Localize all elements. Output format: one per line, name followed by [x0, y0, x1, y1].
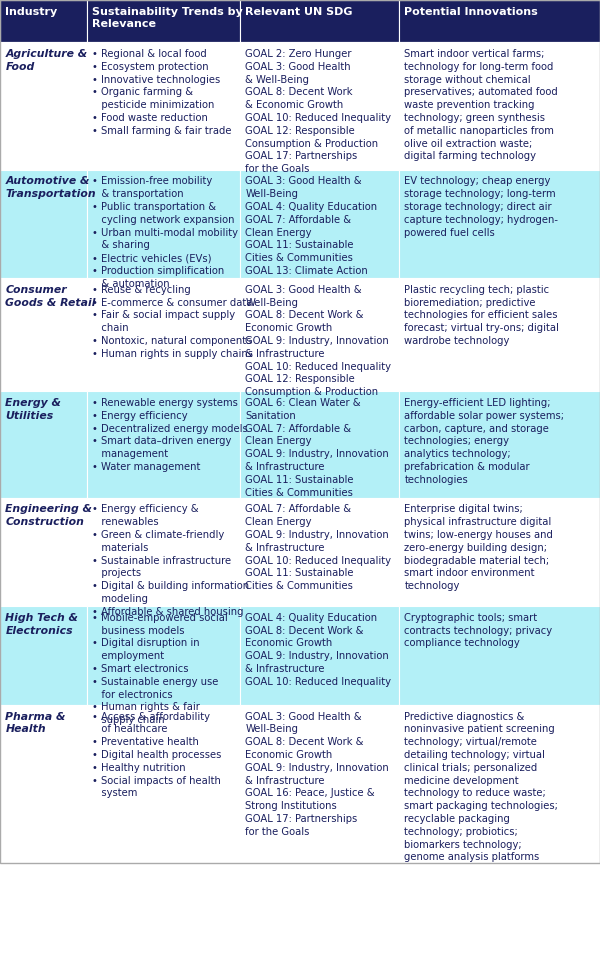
Text: GOAL 3: Good Health &
Well-Being
GOAL 8: Decent Work &
Economic Growth
GOAL 9: I: GOAL 3: Good Health & Well-Being GOAL 8:… — [245, 285, 391, 397]
Bar — [87, 705, 240, 863]
Bar — [399, 391, 600, 498]
Text: Potential Innovations: Potential Innovations — [404, 7, 538, 16]
Bar — [240, 391, 399, 498]
Bar — [0, 278, 87, 391]
Text: Agriculture &
Food: Agriculture & Food — [5, 49, 88, 72]
Bar — [0, 391, 87, 498]
Text: Consumer
Goods & Retail: Consumer Goods & Retail — [5, 285, 96, 308]
Bar — [399, 170, 600, 278]
Bar — [87, 42, 240, 170]
Bar — [240, 498, 399, 606]
Text: Smart indoor vertical farms;
technology for long-term food
storage without chemi: Smart indoor vertical farms; technology … — [404, 49, 558, 161]
Text: • Reuse & recycling
• E-commerce & consumer data
• Fair & social impact supply
 : • Reuse & recycling • E-commerce & consu… — [92, 285, 253, 359]
Text: Automotive &
Transportation: Automotive & Transportation — [5, 176, 96, 199]
Text: • Renewable energy systems
• Energy efficiency
• Decentralized energy models
• S: • Renewable energy systems • Energy effi… — [92, 398, 248, 472]
Text: High Tech &
Electronics: High Tech & Electronics — [5, 613, 79, 636]
Text: Engineering &
Construction: Engineering & Construction — [5, 504, 92, 527]
Text: Sustainability Trends by
Relevance: Sustainability Trends by Relevance — [92, 7, 243, 29]
Bar — [240, 42, 399, 170]
Text: Enterprise digital twins;
physical infrastructure digital
twins; low-energy hous: Enterprise digital twins; physical infra… — [404, 504, 553, 592]
Bar — [240, 170, 399, 278]
Bar — [399, 0, 600, 42]
Bar — [240, 705, 399, 863]
Text: GOAL 6: Clean Water &
Sanitation
GOAL 7: Affordable &
Clean Energy
GOAL 9: Indus: GOAL 6: Clean Water & Sanitation GOAL 7:… — [245, 398, 389, 498]
Bar — [240, 606, 399, 705]
Bar — [0, 42, 87, 170]
Bar — [399, 705, 600, 863]
Bar — [87, 606, 240, 705]
Bar — [87, 0, 240, 42]
Text: Energy &
Utilities: Energy & Utilities — [5, 398, 61, 421]
Text: Predictive diagnostics &
noninvasive patient screening
technology; virtual/remot: Predictive diagnostics & noninvasive pat… — [404, 712, 558, 862]
Text: EV technology; cheap energy
storage technology; long-term
storage technology; di: EV technology; cheap energy storage tech… — [404, 176, 559, 238]
Text: • Regional & local food
• Ecosystem protection
• Innovative technologies
• Organ: • Regional & local food • Ecosystem prot… — [92, 49, 232, 136]
Bar — [0, 170, 87, 278]
Bar — [399, 42, 600, 170]
Text: GOAL 2: Zero Hunger
GOAL 3: Good Health
& Well-Being
GOAL 8: Decent Work
& Econo: GOAL 2: Zero Hunger GOAL 3: Good Health … — [245, 49, 391, 175]
Text: GOAL 4: Quality Education
GOAL 8: Decent Work &
Economic Growth
GOAL 9: Industry: GOAL 4: Quality Education GOAL 8: Decent… — [245, 613, 391, 687]
Bar — [240, 0, 399, 42]
Bar — [87, 391, 240, 498]
Text: GOAL 7: Affordable &
Clean Energy
GOAL 9: Industry, Innovation
& Infrastructure
: GOAL 7: Affordable & Clean Energy GOAL 9… — [245, 504, 391, 592]
Bar — [87, 278, 240, 391]
Bar — [240, 278, 399, 391]
Text: Relevant UN SDG: Relevant UN SDG — [245, 7, 353, 16]
Bar — [87, 170, 240, 278]
Bar — [87, 498, 240, 606]
Bar — [399, 278, 600, 391]
Bar — [399, 498, 600, 606]
Text: GOAL 3: Good Health &
Well-Being
GOAL 8: Decent Work &
Economic Growth
GOAL 9: I: GOAL 3: Good Health & Well-Being GOAL 8:… — [245, 712, 389, 837]
Text: • Mobile-empowered social
   business models
• Digital disruption in
   employme: • Mobile-empowered social business model… — [92, 613, 228, 725]
Text: Industry: Industry — [5, 7, 58, 16]
Text: • Emission-free mobility
   & transportation
• Public transportation &
   cyclin: • Emission-free mobility & transportatio… — [92, 176, 238, 289]
Text: Pharma &
Health: Pharma & Health — [5, 712, 66, 735]
Text: • Access & affordability
   of healthcare
• Preventative health
• Digital health: • Access & affordability of healthcare •… — [92, 712, 222, 799]
Text: Energy-efficient LED lighting;
affordable solar power systems;
carbon, capture, : Energy-efficient LED lighting; affordabl… — [404, 398, 565, 485]
Text: Plastic recycling tech; plastic
bioremediation; predictive
technologies for effi: Plastic recycling tech; plastic bioremed… — [404, 285, 559, 346]
Text: • Energy efficiency &
   renewables
• Green & climate-friendly
   materials
• Su: • Energy efficiency & renewables • Green… — [92, 504, 250, 617]
Bar — [0, 498, 87, 606]
Text: Cryptographic tools; smart
contracts technology; privacy
compliance technology: Cryptographic tools; smart contracts tec… — [404, 613, 553, 648]
Bar — [0, 705, 87, 863]
Bar — [0, 0, 87, 42]
Text: GOAL 3: Good Health &
Well-Being
GOAL 4: Quality Education
GOAL 7: Affordable &
: GOAL 3: Good Health & Well-Being GOAL 4:… — [245, 176, 377, 276]
Bar — [0, 606, 87, 705]
Bar — [399, 606, 600, 705]
